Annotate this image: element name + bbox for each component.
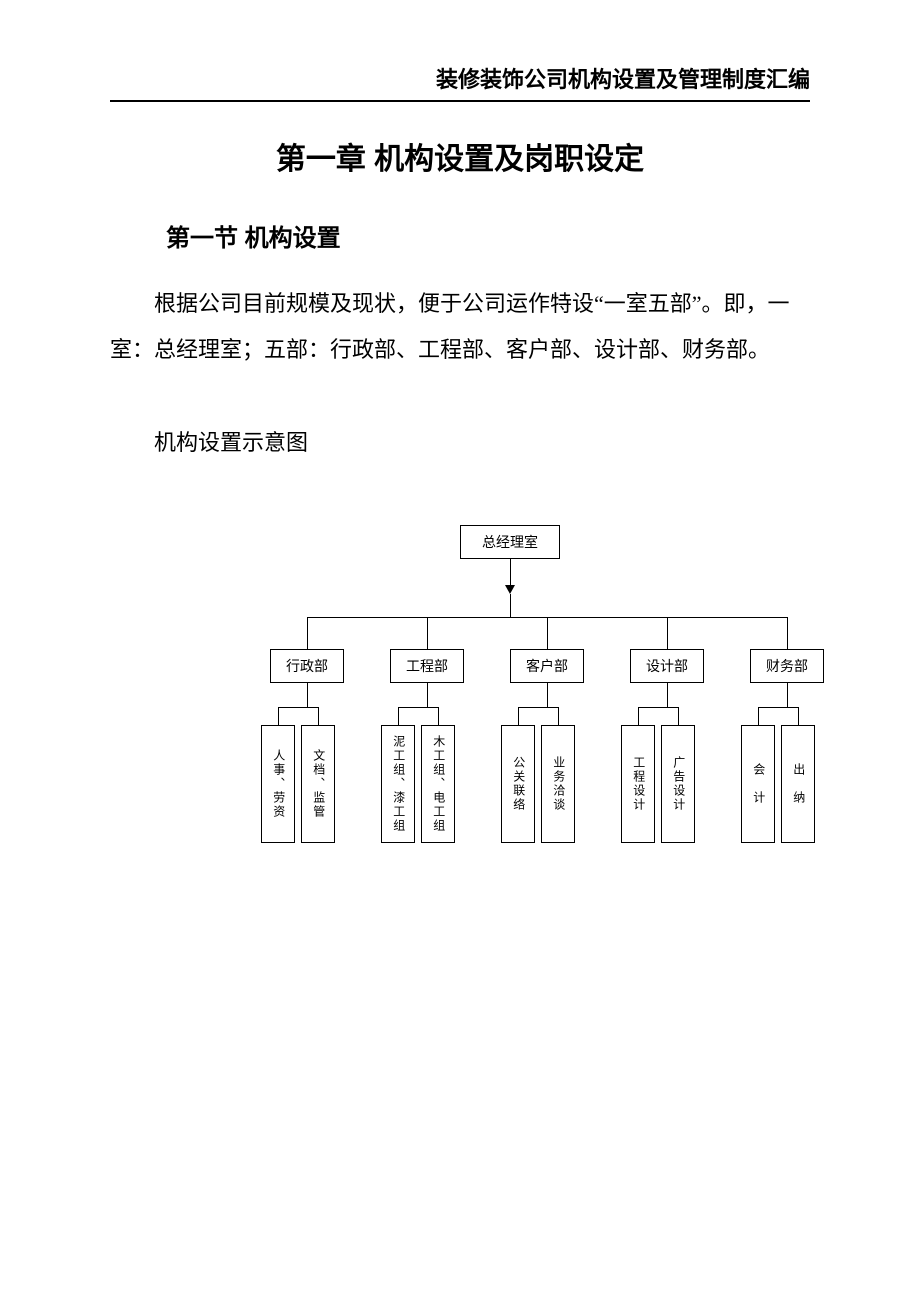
org-connector bbox=[638, 707, 639, 725]
org-connector bbox=[278, 707, 318, 708]
org-dept-2: 客户部 bbox=[510, 649, 584, 683]
org-connector bbox=[547, 683, 548, 707]
org-connector bbox=[278, 707, 279, 725]
org-connector bbox=[547, 617, 548, 649]
org-leaf-4-0: 会 计 bbox=[741, 725, 775, 843]
org-leaf-2-0: 公关联络 bbox=[501, 725, 535, 843]
org-connector bbox=[787, 683, 788, 707]
org-connector bbox=[398, 707, 399, 725]
org-connector bbox=[398, 707, 438, 708]
section-title: 第一节 机构设置 bbox=[166, 218, 810, 253]
org-connector bbox=[438, 707, 439, 725]
org-leaf-4-1: 出 纳 bbox=[781, 725, 815, 843]
figure-caption: 机构设置示意图 bbox=[110, 421, 810, 465]
org-connector bbox=[510, 594, 511, 617]
org-connector bbox=[638, 707, 678, 708]
org-connector bbox=[787, 617, 788, 649]
org-connector bbox=[427, 683, 428, 707]
org-leaf-0-1: 文档、监管 bbox=[301, 725, 335, 843]
org-connector bbox=[678, 707, 679, 725]
org-connector bbox=[307, 617, 308, 649]
org-root: 总经理室 bbox=[460, 525, 560, 559]
org-dept-3: 设计部 bbox=[630, 649, 704, 683]
org-leaf-0-0: 人事、劳资 bbox=[261, 725, 295, 843]
org-dept-4: 财务部 bbox=[750, 649, 824, 683]
paragraph: 根据公司目前规模及现状，便于公司运作特设“一室五部”。即，一室：总经理室；五部：… bbox=[110, 281, 810, 373]
org-dept-1: 工程部 bbox=[390, 649, 464, 683]
org-connector bbox=[758, 707, 798, 708]
org-leaf-3-1: 广告设计 bbox=[661, 725, 695, 843]
arrow-down-icon bbox=[505, 585, 515, 594]
org-connector bbox=[798, 707, 799, 725]
org-connector bbox=[667, 683, 668, 707]
org-leaf-3-0: 工程设计 bbox=[621, 725, 655, 843]
org-connector bbox=[518, 707, 558, 708]
org-chart: 总经理室行政部人事、劳资文档、监管 工程部泥工组、漆工组木工组、电工组 客户部公关联… bbox=[170, 525, 810, 925]
org-connector bbox=[307, 683, 308, 707]
org-leaf-1-0: 泥工组、漆工组 bbox=[381, 725, 415, 843]
org-connector bbox=[558, 707, 559, 725]
org-connector bbox=[758, 707, 759, 725]
org-connector bbox=[318, 707, 319, 725]
org-dept-0: 行政部 bbox=[270, 649, 344, 683]
org-connector bbox=[510, 559, 511, 587]
org-leaf-2-1: 业务洽谈 bbox=[541, 725, 575, 843]
org-connector bbox=[518, 707, 519, 725]
document-header: 装修装饰公司机构设置及管理制度汇编 bbox=[110, 62, 810, 102]
org-connector bbox=[427, 617, 428, 649]
org-leaf-1-1: 木工组、电工组 bbox=[421, 725, 455, 843]
org-connector bbox=[667, 617, 668, 649]
chapter-title: 第一章 机构设置及岗职设定 bbox=[110, 134, 810, 178]
